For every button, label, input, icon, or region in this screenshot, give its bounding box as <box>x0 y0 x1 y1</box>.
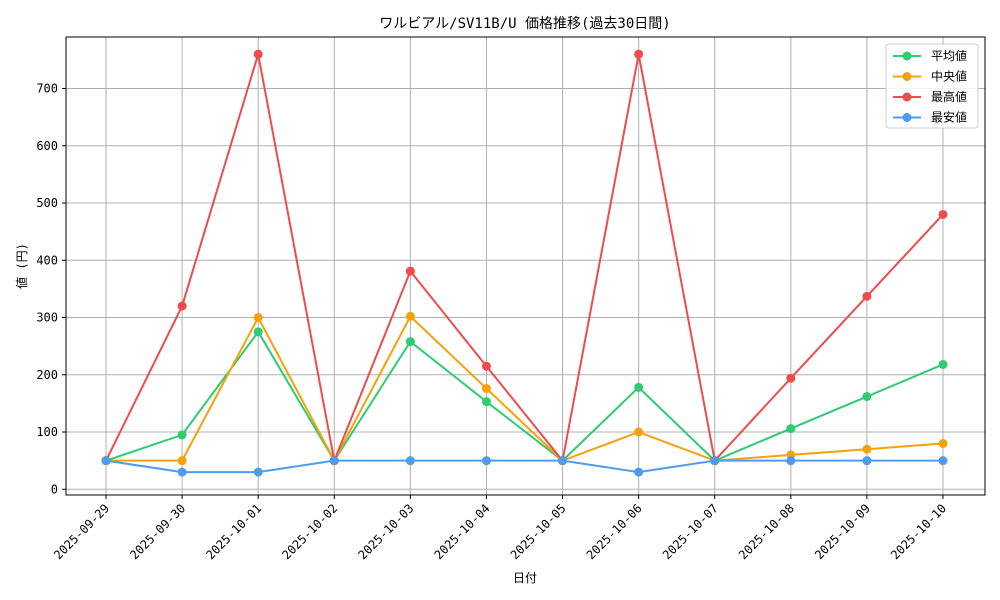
data-point <box>481 456 491 466</box>
legend-entry: 最安値 <box>893 110 967 125</box>
legend-entry: 平均値 <box>893 48 967 63</box>
y-tick-label: 700 <box>36 82 58 96</box>
y-axis-label: 値 (円) <box>14 243 29 289</box>
data-point <box>253 49 263 59</box>
data-point <box>405 456 415 466</box>
data-point <box>101 456 111 466</box>
plot-area-frame <box>65 36 986 496</box>
grid-layer <box>66 37 985 495</box>
y-tick-label: 500 <box>36 196 58 210</box>
data-point <box>329 456 339 466</box>
data-point <box>634 49 644 59</box>
x-tick-label: 2025-10-07 <box>660 501 721 562</box>
data-point <box>786 456 796 466</box>
series-line <box>105 459 943 474</box>
legend-label: 最安値 <box>931 110 967 125</box>
x-axis: 2025-09-29 2025-09-30 2025-10-01 2025-10-02… <box>51 495 949 562</box>
y-tick-label: 100 <box>36 425 58 439</box>
data-point <box>253 467 263 477</box>
data-point <box>253 313 263 323</box>
legend-swatch-marker <box>902 72 912 81</box>
series-0 <box>101 327 948 466</box>
series-line <box>105 330 944 463</box>
data-point <box>405 266 415 276</box>
data-point <box>862 456 872 466</box>
data-point <box>177 430 187 440</box>
y-tick-label: 200 <box>36 368 58 382</box>
legend-entry: 最高値 <box>893 89 967 104</box>
data-point <box>177 301 187 311</box>
x-tick-label: 2025-10-05 <box>508 501 569 562</box>
series-line <box>105 53 944 465</box>
series-1 <box>101 311 948 466</box>
x-tick-label: 2025-10-08 <box>736 501 797 562</box>
series-layer <box>101 49 948 477</box>
data-point <box>177 467 187 477</box>
x-tick-label: 2025-10-04 <box>432 501 493 562</box>
data-point <box>634 467 644 477</box>
data-point <box>938 209 948 219</box>
data-point <box>786 373 796 383</box>
chart-title: ワルビアル/SV11B/U 価格推移(過去30日間) <box>379 16 670 32</box>
data-point <box>558 456 568 466</box>
data-point <box>862 291 872 301</box>
data-point <box>481 361 491 371</box>
data-point <box>253 327 263 337</box>
legend-label: 最高値 <box>931 89 967 104</box>
data-point <box>634 382 644 392</box>
x-tick-label: 2025-10-02 <box>279 501 340 562</box>
data-point <box>634 427 644 437</box>
series-2 <box>101 49 948 466</box>
legend-box <box>885 43 979 129</box>
data-point <box>938 438 948 448</box>
legend-swatch-marker <box>902 51 912 61</box>
legend-label: 平均値 <box>931 48 967 63</box>
data-point <box>405 337 415 347</box>
series-line <box>106 314 944 463</box>
data-point <box>177 456 187 466</box>
x-tick-label: 2025-10-06 <box>584 501 645 562</box>
x-axis-label: 日付 <box>513 571 537 585</box>
data-point <box>862 444 872 454</box>
data-point <box>481 397 491 407</box>
x-tick-label: 2025-10-03 <box>355 501 416 562</box>
y-axis: 0 100 200 300 400 500 600 700 <box>36 82 66 496</box>
data-point <box>405 311 415 321</box>
x-tick-label: 2025-10-01 <box>203 501 264 562</box>
legend-swatch-marker <box>902 92 912 102</box>
legend-entry: 中央値 <box>893 69 967 84</box>
y-tick-label: 300 <box>36 311 58 325</box>
data-point <box>481 384 491 394</box>
y-tick-label: 600 <box>36 139 58 153</box>
legend-swatch-marker <box>902 113 912 122</box>
x-tick-label: 2025-09-29 <box>51 501 112 562</box>
data-point <box>786 424 796 434</box>
y-tick-label: 0 <box>51 482 58 496</box>
data-point <box>938 456 948 466</box>
data-point <box>862 392 872 402</box>
y-tick-label: 400 <box>36 253 58 267</box>
legend-label: 中央値 <box>931 69 967 84</box>
x-tick-label: 2025-10-10 <box>888 501 949 562</box>
x-tick-label: 2025-09-30 <box>127 501 188 562</box>
series-3 <box>101 456 948 477</box>
x-tick-label: 2025-10-09 <box>812 501 873 562</box>
data-point <box>710 456 720 466</box>
data-point <box>938 359 948 369</box>
